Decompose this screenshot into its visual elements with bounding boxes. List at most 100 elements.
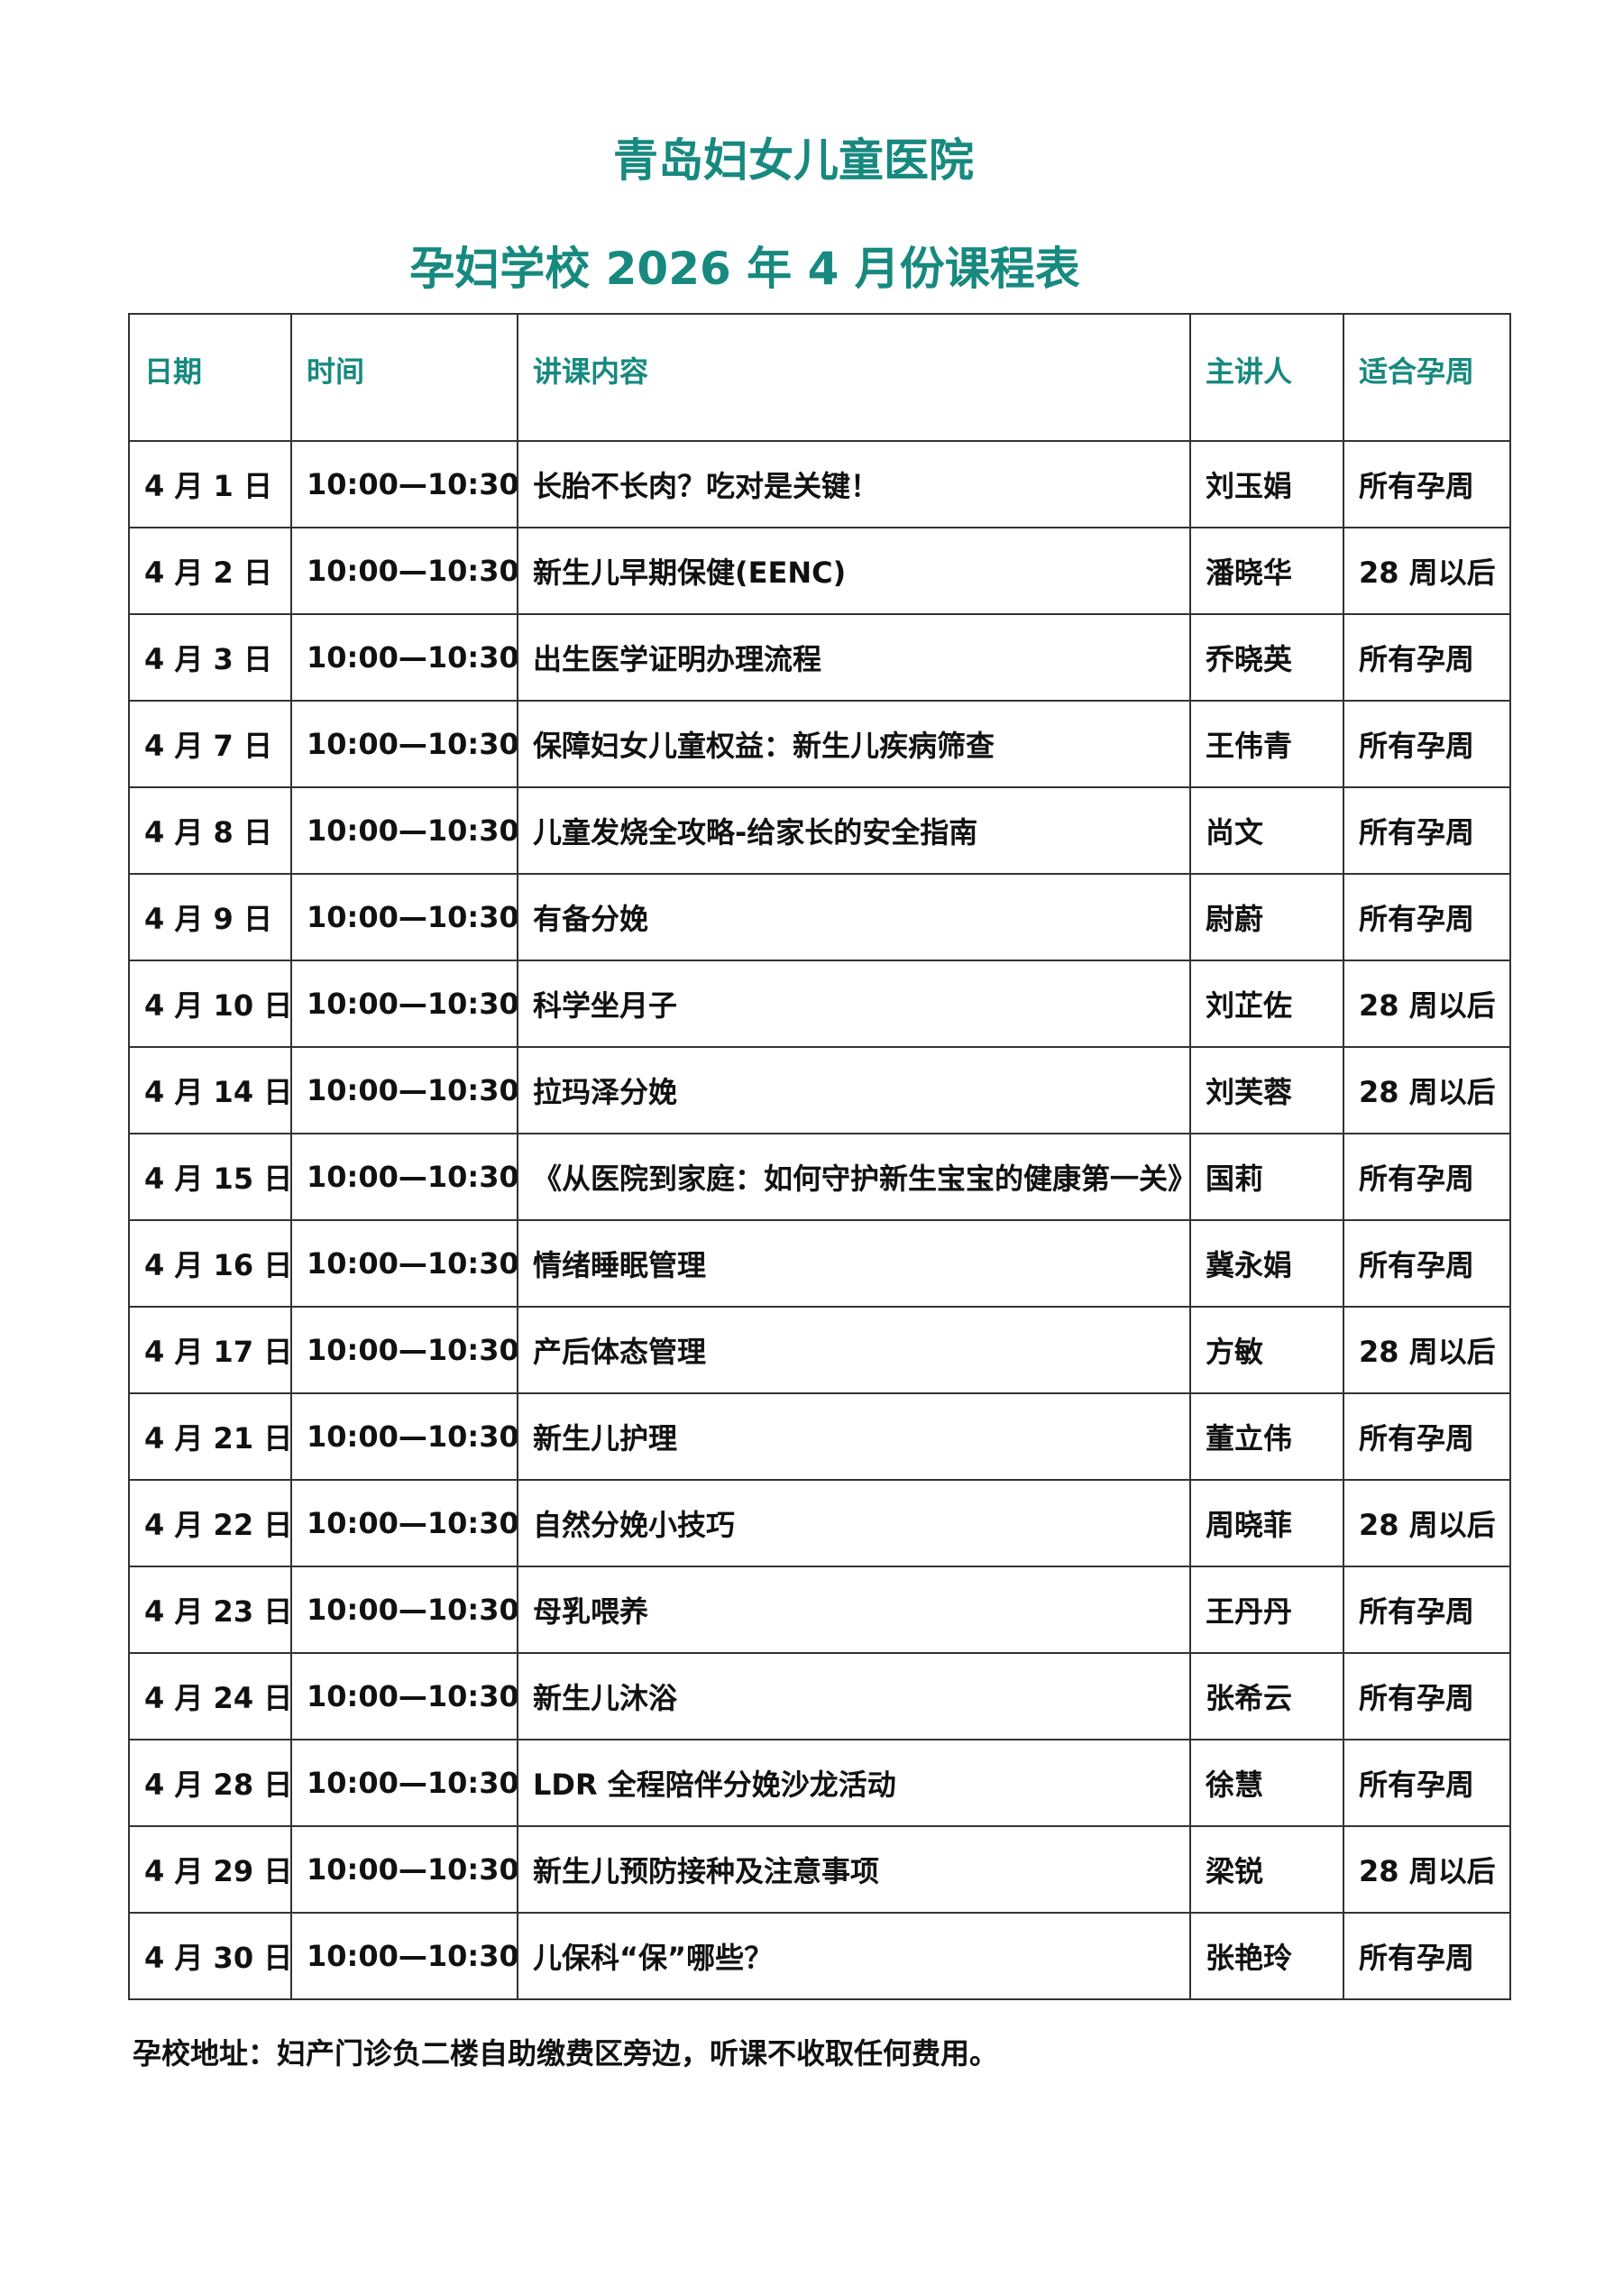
table-cell: 自然分娩小技巧	[517, 1479, 1191, 1567]
table-cell: 所有孕周	[1343, 1133, 1511, 1221]
table-row: 4 月 2 日 10:00—10:30 新生儿早期保健(EENC) 潘晓华 28 周以后	[128, 527, 1511, 615]
table-cell: 4 月 17 日	[128, 1306, 292, 1394]
table-cell: 梁锐	[1189, 1825, 1344, 1914]
table-row: 4 月 8 日 10:00—10:30 儿童发烧全攻略-给家长的安全指南 尚文 所有孕周	[128, 786, 1511, 875]
table-cell: 拉玛泽分娩	[517, 1046, 1191, 1134]
table-row: 4 月 16 日 10:00—10:30 情绪睡眠管理 冀永娟 所有孕周	[128, 1219, 1511, 1308]
table-cell: 所有孕周	[1343, 440, 1511, 528]
table-row: 4 月 17 日 10:00—10:30 产后体态管理 方敏 28 周以后	[128, 1306, 1511, 1394]
table-cell: 4 月 3 日	[128, 613, 292, 702]
table-cell: 董立伟	[1189, 1392, 1344, 1481]
table-cell: 28 周以后	[1343, 1306, 1511, 1394]
table-cell: 所有孕周	[1343, 1219, 1511, 1308]
table-cell: 4 月 21 日	[128, 1392, 292, 1481]
table-cell: 4 月 30 日	[128, 1912, 292, 2000]
table-cell: 4 月 7 日	[128, 700, 292, 788]
table-row: 4 月 10 日 10:00—10:30 科学坐月子 刘芷佐 28 周以后	[128, 960, 1511, 1048]
table-cell: 10:00—10:30	[290, 1912, 518, 2000]
table-cell: 10:00—10:30	[290, 1652, 518, 1740]
table-cell: 4 月 16 日	[128, 1219, 292, 1308]
table-cell: 4 月 8 日	[128, 786, 292, 875]
table-cell: 国莉	[1189, 1133, 1344, 1221]
table-row: 4 月 22 日 10:00—10:30 自然分娩小技巧 周晓菲 28 周以后	[128, 1479, 1511, 1567]
table-cell: 周晓菲	[1189, 1479, 1344, 1567]
table-cell: 4 月 29 日	[128, 1825, 292, 1914]
table-cell: 10:00—10:30	[290, 527, 518, 615]
title: 青岛妇女儿童医院	[613, 134, 974, 187]
table-cell: 10:00—10:30	[290, 873, 518, 961]
table-cell: 28 周以后	[1343, 1046, 1511, 1134]
header-row: 日期 时间 讲课内容 主讲人 适合孕周	[128, 313, 1511, 442]
table-cell: 4 月 10 日	[128, 960, 292, 1048]
table-cell: 张希云	[1189, 1652, 1344, 1740]
table-cell: 乔晓英	[1189, 613, 1344, 702]
table-cell: 10:00—10:30	[290, 960, 518, 1048]
table-cell: 张艳玲	[1189, 1912, 1344, 2000]
table-row: 4 月 1 日 10:00—10:30 长胎不长肉？吃对是关键！ 刘玉娟 所有孕周	[128, 440, 1511, 528]
table-cell: 4 月 1 日	[128, 440, 292, 528]
table-cell: 保障妇女儿童权益：新生儿疾病筛查	[517, 700, 1191, 788]
table-cell: 所有孕周	[1343, 873, 1511, 961]
table-cell: 《从医院到家庭：如何守护新生宝宝的健康第一关》	[517, 1133, 1191, 1221]
footer-note: 孕校地址：妇产门诊负二楼自助缴费区旁边，听课不收取任何费用。	[133, 2036, 999, 2071]
table-cell: 4 月 15 日	[128, 1133, 292, 1221]
table-cell: 出生医学证明办理流程	[517, 613, 1191, 702]
table-row: 4 月 23 日 10:00—10:30 母乳喂养 王丹丹 所有孕周	[128, 1566, 1511, 1654]
table-cell: 10:00—10:30	[290, 700, 518, 788]
table-cell: 所有孕周	[1343, 1739, 1511, 1827]
table-cell: 10:00—10:30	[290, 1739, 518, 1827]
table-cell: 所有孕周	[1343, 1652, 1511, 1740]
table-cell: 潘晓华	[1189, 527, 1344, 615]
table-row: 4 月 14 日 10:00—10:30 拉玛泽分娩 刘芙蓉 28 周以后	[128, 1046, 1511, 1134]
table-cell: 所有孕周	[1343, 786, 1511, 875]
table-cell: 4 月 22 日	[128, 1479, 292, 1567]
table-cell: LDR 全程陪伴分娩沙龙活动	[517, 1739, 1191, 1827]
table-row: 4 月 21 日 10:00—10:30 新生儿护理 董立伟 所有孕周	[128, 1392, 1511, 1481]
table-cell: 尉蔚	[1189, 873, 1344, 961]
table-cell: 所有孕周	[1343, 1392, 1511, 1481]
table-cell: 10:00—10:30	[290, 1825, 518, 1914]
table-row: 4 月 24 日 10:00—10:30 新生儿沐浴 张希云 所有孕周	[128, 1652, 1511, 1740]
table-cell: 刘芙蓉	[1189, 1046, 1344, 1134]
table-row: 4 月 28 日 10:00—10:30 LDR 全程陪伴分娩沙龙活动 徐慧 所有孕周	[128, 1739, 1511, 1827]
column-header: 时间	[290, 313, 518, 442]
table-cell: 所有孕周	[1343, 1566, 1511, 1654]
table-cell: 所有孕周	[1343, 700, 1511, 788]
table-cell: 尚文	[1189, 786, 1344, 875]
table-cell: 徐慧	[1189, 1739, 1344, 1827]
table-cell: 王伟青	[1189, 700, 1344, 788]
table-cell: 4 月 14 日	[128, 1046, 292, 1134]
table-cell: 新生儿沐浴	[517, 1652, 1191, 1740]
table-row: 4 月 7 日 10:00—10:30 保障妇女儿童权益：新生儿疾病筛查 王伟青 所有孕…	[128, 700, 1511, 788]
table-cell: 10:00—10:30	[290, 1219, 518, 1308]
schedule-table: 日期 时间 讲课内容 主讲人 适合孕周 4 月 1 日 10:00—10:30 长胎不长肉？…	[128, 313, 1511, 2000]
table-cell: 10:00—10:30	[290, 1133, 518, 1221]
table-cell: 10:00—10:30	[290, 1046, 518, 1134]
table-cell: 4 月 9 日	[128, 873, 292, 961]
column-header: 讲课内容	[517, 313, 1191, 442]
table-cell: 王丹丹	[1189, 1566, 1344, 1654]
table-cell: 有备分娩	[517, 873, 1191, 961]
column-header: 日期	[128, 313, 292, 442]
table-cell: 10:00—10:30	[290, 613, 518, 702]
table-cell: 4 月 23 日	[128, 1566, 292, 1654]
table-cell: 儿童发烧全攻略-给家长的安全指南	[517, 786, 1191, 875]
column-header: 适合孕周	[1343, 313, 1511, 442]
table-cell: 4 月 28 日	[128, 1739, 292, 1827]
table-cell: 10:00—10:30	[290, 440, 518, 528]
table-cell: 刘玉娟	[1189, 440, 1344, 528]
table-cell: 28 周以后	[1343, 960, 1511, 1048]
table-row: 4 月 9 日 10:00—10:30 有备分娩 尉蔚 所有孕周	[128, 873, 1511, 961]
table-cell: 儿保科“保”哪些？	[517, 1912, 1191, 2000]
table-row: 4 月 3 日 10:00—10:30 出生医学证明办理流程 乔晓英 所有孕周	[128, 613, 1511, 702]
table-cell: 产后体态管理	[517, 1306, 1191, 1394]
column-header: 主讲人	[1189, 313, 1344, 442]
table-cell: 方敏	[1189, 1306, 1344, 1394]
table-cell: 新生儿预防接种及注意事项	[517, 1825, 1191, 1914]
table-cell: 刘芷佐	[1189, 960, 1344, 1048]
table-cell: 10:00—10:30	[290, 1392, 518, 1481]
table-cell: 28 周以后	[1343, 1825, 1511, 1914]
table-cell: 10:00—10:30	[290, 1479, 518, 1567]
table-cell: 4 月 2 日	[128, 527, 292, 615]
